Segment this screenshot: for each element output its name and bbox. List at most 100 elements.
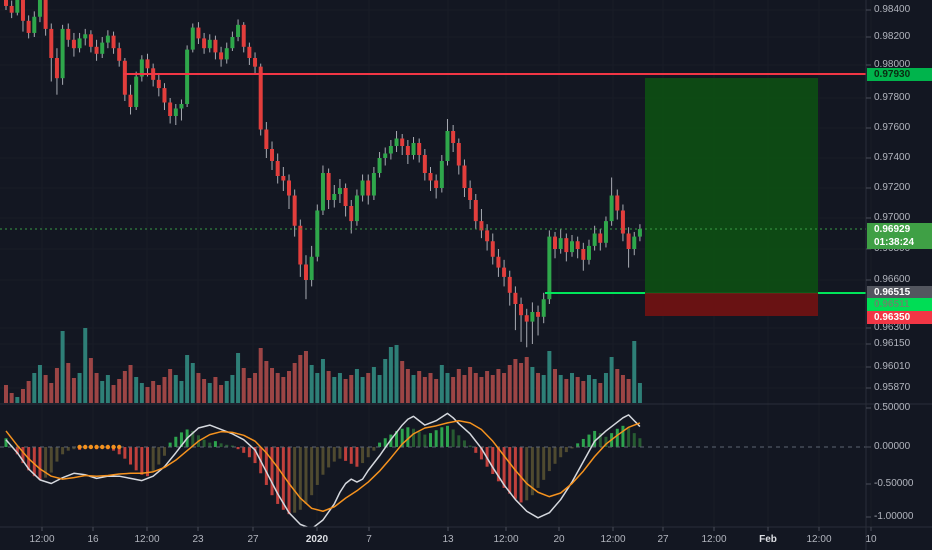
position-loss-box[interactable] [645,293,818,316]
volume-bar [315,373,320,403]
volume-bar [134,377,139,403]
time-axis-tick[interactable]: Feb [759,534,777,545]
alert-price-badge: 0.96511 [867,297,932,311]
volume-bar [20,389,25,403]
time-axis-tick[interactable]: 20 [553,534,565,545]
price-axis-tick[interactable]: 0.98200 [874,31,911,42]
price-axis-tick[interactable]: 0.98000 [874,59,911,70]
time-axis-tick[interactable]: 16 [87,534,99,545]
volume-bar [298,355,303,403]
macd-axis-tick[interactable]: 0.50000 [874,402,911,413]
time-axis-tick[interactable]: 12:00 [29,534,55,545]
time-axis-tick[interactable]: 12:00 [806,534,832,545]
time-axis-tick[interactable]: 12:00 [600,534,626,545]
volume-bar [354,369,359,403]
grid-layer [0,0,871,527]
time-axis-tick[interactable]: 12:00 [134,534,160,545]
volume-bar [83,328,88,403]
candle-body [541,299,546,317]
price-axis-tick[interactable]: 0.96300 [874,322,911,333]
volume-bar [445,373,450,403]
candle-body [366,180,371,196]
candle-body [303,264,308,280]
macd-histogram-bar [327,447,331,468]
signal-zero-dot [105,444,111,450]
volume-bar [117,379,122,403]
macd-signal-line [5,419,641,512]
volume-bar [196,373,201,403]
candle-body [270,149,275,161]
macd-histogram-bar [61,447,65,455]
candle-body [111,35,116,49]
macd-histogram-bar [168,442,172,447]
price-axis-tick[interactable]: 0.96800 [874,243,911,254]
time-axis-tick[interactable]: 27 [247,534,259,545]
time-axis-tick[interactable]: 12:00 [493,534,519,545]
macd-histogram-bar [474,447,478,453]
candle-body [513,292,518,304]
macd-histogram-bar [4,438,8,447]
candle-body [553,236,558,249]
macd-histogram-bar [247,447,251,458]
macd-histogram-bar [615,428,619,447]
candle-body [43,0,48,29]
take-profit-price-badge: 0.97930 [867,67,932,81]
macd-axis-tick[interactable]: -0.50000 [874,478,914,489]
price-axis-tick[interactable]: 0.96010 [874,361,911,372]
macd-histogram-bar [208,442,212,447]
time-axis-tick[interactable]: 27 [657,534,669,545]
macd-axis-tick[interactable]: 0.00000 [874,441,911,452]
price-axis-tick[interactable]: 0.98400 [874,4,911,15]
volume-bar [37,365,42,403]
macd-histogram-bar [21,447,25,464]
macd-line [5,412,641,527]
time-axis-tick[interactable]: 13 [442,534,454,545]
volume-bar [626,379,631,403]
price-axis-tick[interactable]: 0.97800 [874,92,911,103]
macd-histogram-bar [174,436,178,447]
position-profit-box[interactable] [645,78,818,293]
candles-layer [4,0,642,348]
volume-bar [637,383,642,403]
macd-histogram-bar [157,447,161,465]
time-axis-tick[interactable]: 12:00 [701,534,727,545]
macd-histogram-bar [604,436,608,447]
price-axis-tick[interactable]: 0.97400 [874,152,911,163]
volume-bar [541,375,546,403]
time-axis-tick[interactable]: 23 [192,534,204,545]
price-axis-tick[interactable]: 0.96150 [874,338,911,349]
macd-histogram-bar [372,447,376,451]
volume-bar [434,379,439,403]
candle-body [434,180,439,188]
volume-bar [360,377,365,403]
price-axis-tick[interactable]: 0.97200 [874,182,911,193]
candle-body [315,210,320,257]
volume-bar [462,375,467,403]
candle-body [202,38,207,49]
macd-histogram-bar [445,425,449,447]
macd-histogram-bar [525,447,529,501]
candle-body [162,88,167,103]
macd-histogram-bar [202,439,206,447]
price-axis-tick[interactable]: 0.97600 [874,122,911,133]
candle-body [224,48,229,60]
time-axis-tick[interactable]: 7 [366,534,372,545]
current-price-badge: 0.96929 [867,222,932,236]
volume-bar [122,371,127,403]
macd-axis-tick[interactable]: -1.00000 [874,511,914,522]
time-axis-tick[interactable]: 2020 [305,534,329,545]
volume-bar [253,373,258,403]
volume-bar [620,375,625,403]
price-axis-tick[interactable]: 0.97000 [874,212,911,223]
volume-bar [213,377,218,403]
entry-price-badge: 0.96515 [867,285,932,299]
macd-histogram-bar [72,447,76,450]
price-axis-tick[interactable]: 0.96600 [874,274,911,285]
macd-histogram-bar [559,447,563,458]
volume-bar [151,381,156,403]
time-axis-tick[interactable]: 10 [865,534,877,545]
price-axis-tick[interactable]: 0.95870 [874,382,911,393]
volume-bar [558,375,563,403]
